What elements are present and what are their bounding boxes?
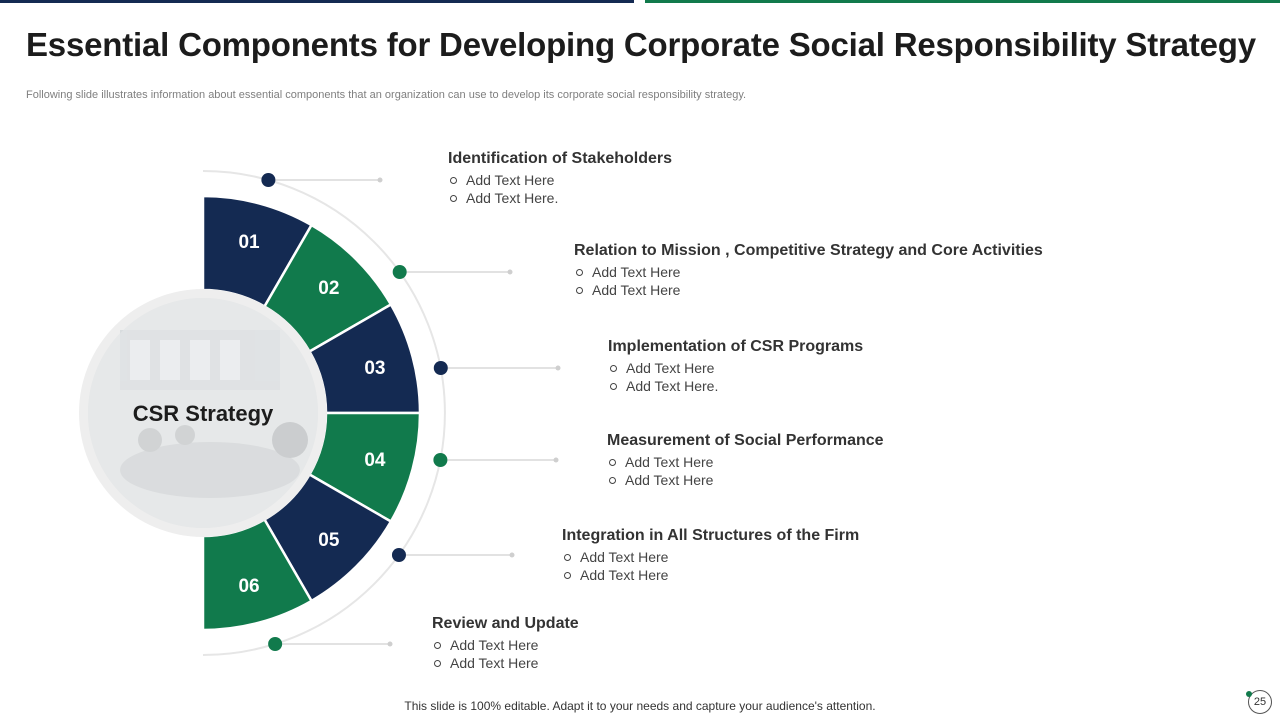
component-item-1: Identification of Stakeholders Add Text H…	[448, 150, 672, 207]
connector-end-dot-3	[555, 365, 561, 371]
component-heading: Review and Update	[432, 615, 579, 632]
connector-end-dot-6	[387, 641, 393, 647]
page-number: 25	[1248, 690, 1272, 714]
bullet-list: Add Text Here Add Text Here.	[608, 359, 863, 395]
connector-end-dot-1	[377, 177, 383, 183]
meeting-room-photo	[120, 330, 308, 498]
segment-number-04: 04	[364, 450, 386, 471]
connector-end-dot-5	[509, 552, 515, 558]
component-item-5: Integration in All Structures of the Fir…	[562, 527, 859, 584]
circle-bullet-icon	[610, 365, 617, 373]
bullet-text: Add Text Here	[466, 172, 555, 188]
top-accent-bar-navy	[0, 0, 634, 3]
page-subtitle: Following slide illustrates information …	[26, 89, 747, 101]
circle-bullet-icon	[450, 195, 457, 203]
bullet-item: Add Text Here	[562, 566, 859, 584]
bullet-text: Add Text Here	[625, 472, 714, 488]
connector-node-1	[261, 173, 276, 187]
page-number-dot	[1246, 691, 1252, 697]
bullet-item: Add Text Here	[608, 359, 863, 377]
bullet-item: Add Text Here	[574, 281, 1043, 299]
circle-bullet-icon	[564, 554, 571, 562]
bullet-list: Add Text Here Add Text Here	[607, 453, 884, 489]
connector-node-4	[433, 453, 448, 467]
component-heading: Implementation of CSR Programs	[608, 338, 864, 355]
connector-end-dot-4	[553, 457, 559, 463]
segment-number-02: 02	[318, 278, 339, 299]
outer-arc	[202, 170, 446, 656]
connector-node-6	[268, 637, 283, 651]
component-heading: Identification of Stakeholders	[448, 150, 673, 167]
circle-bullet-icon	[576, 269, 583, 277]
bullet-item: Add Text Here	[574, 263, 1043, 281]
bullet-text: Add Text Here	[580, 549, 669, 565]
bullet-item: Add Text Here	[432, 654, 579, 672]
segment-number-06: 06	[238, 576, 259, 597]
bullet-text: Add Text Here.	[626, 378, 719, 394]
component-item-3: Implementation of CSR Programs Add Text H…	[608, 338, 863, 395]
bullet-item: Add Text Here.	[448, 189, 672, 207]
bullet-list: Add Text Here Add Text Here	[574, 263, 1043, 299]
bullet-list: Add Text Here Add Text Here.	[448, 171, 672, 207]
center-label: CSR Strategy	[133, 401, 274, 426]
page-title: Essential Components for Developing Corp…	[26, 26, 1256, 63]
bullet-text: Add Text Here	[450, 655, 539, 671]
segment-number-03: 03	[364, 358, 385, 379]
bullet-item: Add Text Here	[432, 636, 579, 654]
bullet-text: Add Text Here	[450, 637, 539, 653]
bullet-text: Add Text Here	[592, 282, 681, 298]
component-heading: Relation to Mission , Competitive Strate…	[574, 242, 1043, 259]
bullet-list: Add Text Here Add Text Here	[562, 548, 859, 584]
component-heading: Measurement of Social Performance	[607, 432, 884, 449]
bullet-item: Add Text Here	[562, 548, 859, 566]
top-accent-bar-green	[645, 0, 1280, 3]
footer-note: This slide is 100% editable. Adapt it to…	[404, 699, 876, 713]
bullet-text: Add Text Here	[626, 360, 715, 376]
bullet-text: Add Text Here.	[466, 190, 559, 206]
bullet-text: Add Text Here	[592, 264, 681, 280]
circle-bullet-icon	[434, 660, 441, 668]
bullet-item: Add Text Here.	[608, 377, 863, 395]
bullet-text: Add Text Here	[625, 454, 714, 470]
segment-number-05: 05	[318, 530, 340, 551]
circle-bullet-icon	[450, 177, 457, 185]
component-item-6: Review and Update Add Text Here Add Text H…	[432, 615, 579, 672]
circle-bullet-icon	[609, 477, 616, 485]
bullet-item: Add Text Here	[448, 171, 672, 189]
component-item-2: Relation to Mission , Competitive Strate…	[574, 242, 1043, 299]
bullet-list: Add Text Here Add Text Here	[432, 636, 579, 672]
segment-number-01: 01	[238, 232, 260, 253]
bullet-item: Add Text Here	[607, 471, 884, 489]
bullet-text: Add Text Here	[580, 567, 669, 583]
component-heading: Integration in All Structures of the Fir…	[562, 527, 860, 544]
bullet-item: Add Text Here	[607, 453, 884, 471]
connector-node-2	[392, 265, 407, 279]
circle-bullet-icon	[434, 642, 441, 650]
connector-node-5	[391, 548, 406, 562]
connector-node-3	[433, 361, 448, 375]
component-item-4: Measurement of Social Performance Add Tex…	[607, 432, 884, 489]
circle-bullet-icon	[564, 572, 571, 580]
circle-bullet-icon	[576, 287, 583, 295]
circle-bullet-icon	[610, 383, 617, 391]
circle-bullet-icon	[609, 459, 616, 467]
connector-end-dot-2	[507, 269, 513, 275]
